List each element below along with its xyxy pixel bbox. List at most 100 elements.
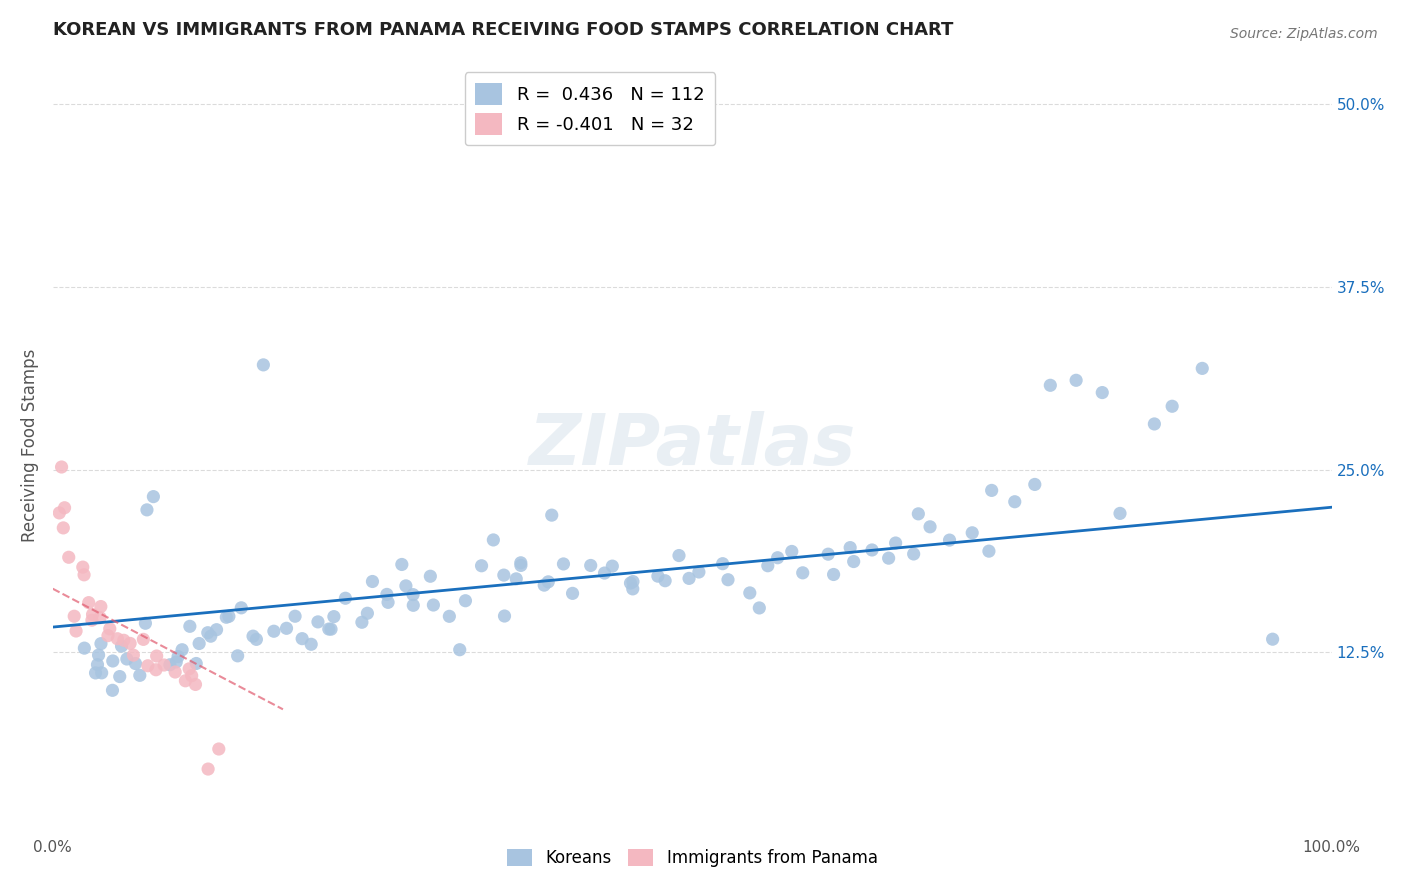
Point bbox=[678, 571, 700, 585]
Point bbox=[80, 613, 103, 627]
Point bbox=[63, 609, 86, 624]
Point bbox=[842, 555, 865, 569]
Point bbox=[505, 572, 527, 586]
Point bbox=[375, 587, 398, 601]
Point bbox=[231, 600, 253, 615]
Point bbox=[470, 558, 492, 573]
Point bbox=[51, 460, 73, 475]
Point bbox=[494, 609, 516, 624]
Point bbox=[839, 541, 862, 555]
Point bbox=[1024, 477, 1046, 491]
Point bbox=[1143, 417, 1166, 431]
Point bbox=[1064, 373, 1087, 387]
Point bbox=[668, 549, 690, 563]
Point bbox=[153, 658, 176, 673]
Point bbox=[960, 525, 983, 540]
Point bbox=[307, 615, 329, 629]
Point bbox=[180, 669, 202, 683]
Point bbox=[73, 641, 96, 656]
Point bbox=[449, 642, 471, 657]
Legend: Koreans, Immigrants from Panama: Koreans, Immigrants from Panama bbox=[496, 839, 887, 877]
Point bbox=[350, 615, 373, 630]
Point bbox=[422, 598, 444, 612]
Point bbox=[492, 568, 515, 582]
Point bbox=[402, 599, 425, 613]
Point bbox=[717, 573, 740, 587]
Point bbox=[200, 629, 222, 643]
Point bbox=[533, 578, 555, 592]
Text: ZIPatlas: ZIPatlas bbox=[529, 410, 856, 480]
Point bbox=[124, 657, 146, 671]
Point bbox=[128, 668, 150, 682]
Text: Source: ZipAtlas.com: Source: ZipAtlas.com bbox=[1230, 27, 1378, 41]
Point bbox=[738, 586, 761, 600]
Point bbox=[53, 500, 76, 515]
Point bbox=[172, 642, 194, 657]
Point bbox=[252, 358, 274, 372]
Point bbox=[134, 616, 156, 631]
Point bbox=[142, 490, 165, 504]
Point bbox=[276, 621, 298, 635]
Point bbox=[98, 622, 121, 636]
Point bbox=[184, 677, 207, 691]
Point bbox=[101, 654, 124, 668]
Point bbox=[179, 662, 201, 676]
Point bbox=[711, 557, 734, 571]
Point bbox=[107, 632, 129, 646]
Point bbox=[208, 742, 231, 756]
Point bbox=[884, 536, 907, 550]
Point bbox=[540, 508, 562, 523]
Point bbox=[621, 582, 644, 596]
Point bbox=[65, 624, 87, 638]
Point bbox=[165, 665, 187, 679]
Point bbox=[509, 556, 531, 570]
Point bbox=[402, 588, 425, 602]
Point bbox=[110, 639, 132, 653]
Point bbox=[1161, 399, 1184, 413]
Point bbox=[318, 622, 340, 636]
Point bbox=[58, 550, 80, 565]
Point bbox=[132, 632, 155, 647]
Point bbox=[918, 520, 941, 534]
Point bbox=[73, 567, 96, 582]
Point bbox=[72, 560, 94, 574]
Point bbox=[361, 574, 384, 589]
Point bbox=[903, 547, 925, 561]
Point bbox=[877, 551, 900, 566]
Point bbox=[215, 610, 238, 624]
Point bbox=[1091, 385, 1114, 400]
Point bbox=[120, 636, 142, 650]
Point bbox=[82, 607, 104, 622]
Point bbox=[579, 558, 602, 573]
Point bbox=[87, 648, 110, 662]
Point bbox=[335, 591, 357, 606]
Point bbox=[792, 566, 814, 580]
Point bbox=[122, 648, 145, 662]
Point bbox=[112, 633, 135, 648]
Point bbox=[748, 601, 770, 615]
Point bbox=[97, 629, 120, 643]
Point bbox=[439, 609, 461, 624]
Point bbox=[159, 657, 181, 672]
Point bbox=[90, 637, 112, 651]
Point bbox=[188, 636, 211, 650]
Point bbox=[136, 658, 159, 673]
Point bbox=[167, 649, 190, 664]
Point bbox=[136, 503, 159, 517]
Point bbox=[647, 569, 669, 583]
Point bbox=[860, 543, 883, 558]
Point bbox=[377, 595, 399, 609]
Point bbox=[391, 558, 413, 572]
Point bbox=[482, 533, 505, 547]
Point bbox=[602, 559, 624, 574]
Text: KOREAN VS IMMIGRANTS FROM PANAMA RECEIVING FOOD STAMPS CORRELATION CHART: KOREAN VS IMMIGRANTS FROM PANAMA RECEIVI… bbox=[52, 21, 953, 39]
Point bbox=[186, 657, 208, 671]
Point bbox=[299, 637, 322, 651]
Point bbox=[145, 663, 167, 677]
Point bbox=[454, 593, 477, 607]
Point bbox=[322, 609, 344, 624]
Point bbox=[1004, 494, 1026, 508]
Point bbox=[197, 625, 219, 640]
Point bbox=[291, 632, 314, 646]
Point bbox=[553, 557, 575, 571]
